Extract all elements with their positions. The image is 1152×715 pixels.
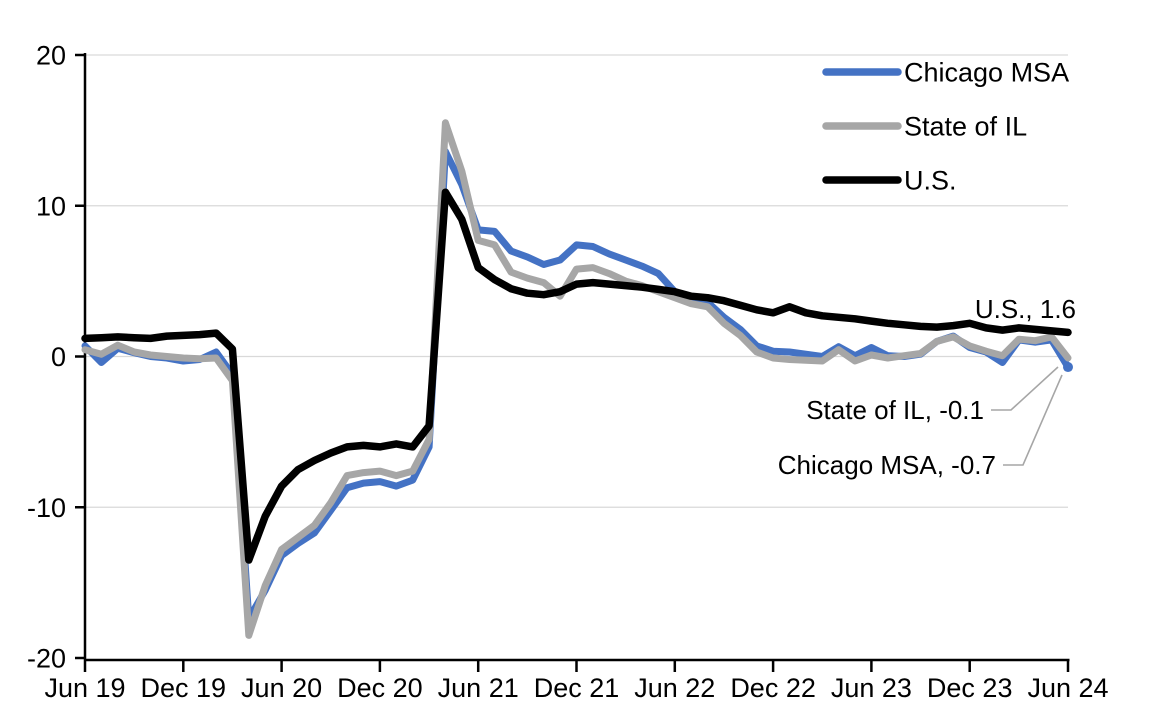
x-tick-label: Dec 22	[730, 673, 816, 703]
x-axis: Jun 19 Dec 19 Jun 20 Dec 20 Jun 21 Dec 21 Jun …	[44, 658, 1109, 703]
leader-line-chicago-msa	[1003, 374, 1063, 466]
x-tick-label: Jun 21	[438, 673, 519, 703]
legend-item-state-of-il: State of IL	[822, 112, 1027, 142]
x-tick-label: Jun 22	[634, 673, 715, 703]
legend-item-chicago-msa: Chicago MSA	[822, 58, 1069, 88]
legend-label-us: U.S.	[904, 166, 957, 196]
legend: Chicago MSA State of IL U.S.	[822, 58, 1069, 196]
x-tick-label: Dec 23	[927, 673, 1013, 703]
y-tick-label: 10	[36, 191, 66, 221]
x-tick-label: Jun 20	[241, 673, 322, 703]
legend-label-chicago-msa: Chicago MSA	[904, 58, 1069, 88]
y-tick-label: 20	[36, 41, 66, 71]
legend-label-state-of-il: State of IL	[904, 112, 1027, 142]
y-tick-label: -20	[27, 644, 66, 674]
annotation-us: U.S., 1.6	[975, 294, 1076, 324]
x-tick-label: Dec 19	[141, 673, 227, 703]
x-tick-label: Dec 20	[337, 673, 423, 703]
series-line-state-of-il	[81, 119, 1072, 639]
leader-line-state-of-il	[991, 366, 1059, 411]
x-tick-label: Dec 21	[534, 673, 620, 703]
annotation-chicago-msa: Chicago MSA, -0.7	[778, 450, 996, 480]
series-lines	[81, 119, 1072, 639]
annotation-state-of-il: State of IL, -0.1	[806, 395, 984, 425]
x-tick-label: Jun 24	[1027, 673, 1108, 703]
y-axis: 20 10 0 -10 -20	[27, 41, 87, 674]
legend-item-us: U.S.	[822, 166, 957, 196]
chicago-msa-end-marker	[1063, 362, 1073, 373]
x-tick-label: Jun 23	[831, 673, 912, 703]
y-tick-label: -10	[27, 493, 66, 523]
y-tick-label: 0	[51, 342, 66, 372]
annotation-leader-lines	[991, 366, 1063, 466]
gridlines	[85, 54, 1068, 508]
x-tick-label: Jun 19	[44, 673, 125, 703]
series-line-u-s-	[81, 188, 1072, 564]
